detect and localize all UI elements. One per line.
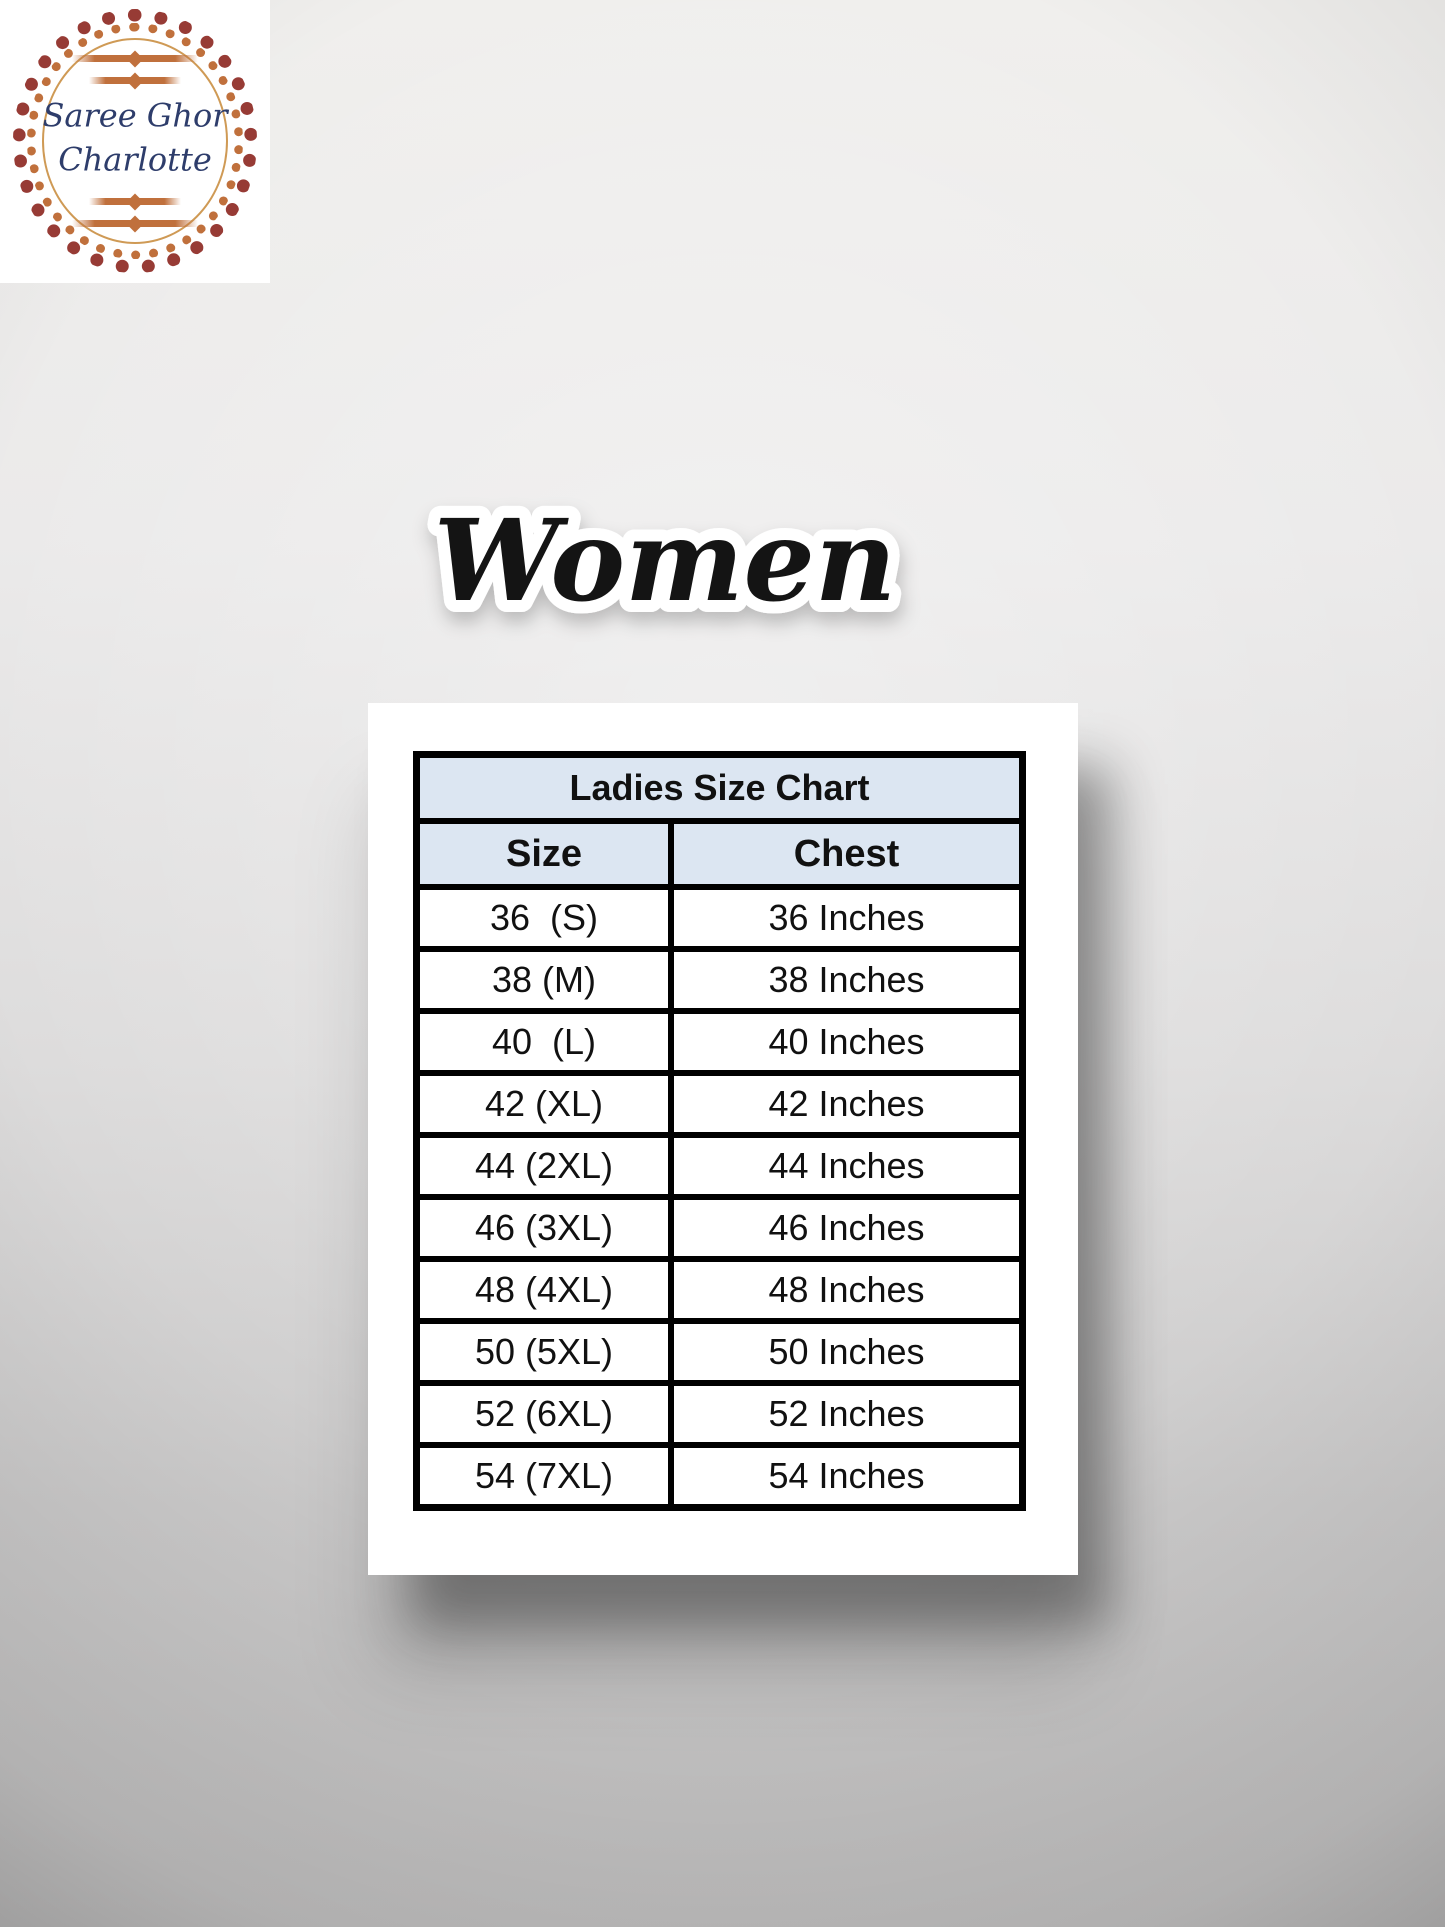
table-row: 36 (S) 36 Inches [413, 884, 1026, 952]
table-row: 40 (L) 40 Inches [413, 1008, 1026, 1076]
brand-name: Saree Ghor Charlotte [13, 93, 257, 181]
logo-bottom-flourish-icon [72, 220, 198, 227]
size-chart-card: Ladies Size Chart Size Chest 36 (S) 36 In… [368, 703, 1078, 1575]
column-header-row: Size Chest [413, 818, 1026, 890]
column-header-size: Size [413, 818, 675, 890]
table-row: 38 (M) 38 Inches [413, 946, 1026, 1014]
size-cell: 54 (7XL) [413, 1442, 675, 1511]
chest-cell: 40 Inches [668, 1008, 1026, 1076]
chest-cell: 44 Inches [668, 1132, 1026, 1200]
logo-middle-lace-ring-icon [27, 23, 243, 259]
table-row: 50 (5XL) 50 Inches [413, 1318, 1026, 1386]
chest-cell: 50 Inches [668, 1318, 1026, 1386]
chest-cell: 36 Inches [668, 884, 1026, 952]
women-heading-outline: Women [434, 496, 897, 627]
chest-cell: 46 Inches [668, 1194, 1026, 1262]
logo-bottom-flourish-small-icon [89, 198, 181, 205]
table-row: 54 (7XL) 54 Inches [413, 1442, 1026, 1511]
size-chart-table: Ladies Size Chart Size Chest 36 (S) 36 In… [413, 751, 1026, 1511]
size-cell: 52 (6XL) [413, 1380, 675, 1448]
chest-cell: 48 Inches [668, 1256, 1026, 1324]
size-cell: 50 (5XL) [413, 1318, 675, 1386]
logo-top-flourish-icon [72, 55, 198, 62]
chart-title-row: Ladies Size Chart [413, 751, 1026, 824]
chest-cell: 52 Inches [668, 1380, 1026, 1448]
chart-title: Ladies Size Chart [413, 751, 1026, 824]
brand-name-line1: Saree Ghor [42, 96, 228, 135]
brand-name-line2: Charlotte [58, 140, 212, 179]
chest-cell: 38 Inches [668, 946, 1026, 1014]
chest-cell: 42 Inches [668, 1070, 1026, 1138]
table-row: 48 (4XL) 48 Inches [413, 1256, 1026, 1324]
women-heading-sticker: Women Women [422, 484, 909, 639]
table-row: 42 (XL) 42 Inches [413, 1070, 1026, 1138]
logo-top-flourish-small-icon [89, 77, 181, 84]
logo-inner-ring-icon [42, 38, 228, 244]
brand-logo: Saree Ghor Charlotte [0, 0, 270, 283]
size-cell: 48 (4XL) [413, 1256, 675, 1324]
size-cell: 38 (M) [413, 946, 675, 1014]
table-row: 46 (3XL) 46 Inches [413, 1194, 1026, 1262]
table-row: 44 (2XL) 44 Inches [413, 1132, 1026, 1200]
column-header-chest: Chest [668, 818, 1026, 890]
size-cell: 42 (XL) [413, 1070, 675, 1138]
table-row: 52 (6XL) 52 Inches [413, 1380, 1026, 1448]
size-cell: 40 (L) [413, 1008, 675, 1076]
size-cell: 46 (3XL) [413, 1194, 675, 1262]
size-chart-body: 36 (S) 36 Inches 38 (M) 38 Inches 40 (L) 40 I… [413, 884, 1026, 1511]
women-heading-text: Women [434, 496, 897, 627]
logo-ornamental-frame-icon: Saree Ghor Charlotte [13, 9, 257, 273]
size-cell: 36 (S) [413, 884, 675, 952]
size-cell: 44 (2XL) [413, 1132, 675, 1200]
chest-cell: 54 Inches [668, 1442, 1026, 1511]
